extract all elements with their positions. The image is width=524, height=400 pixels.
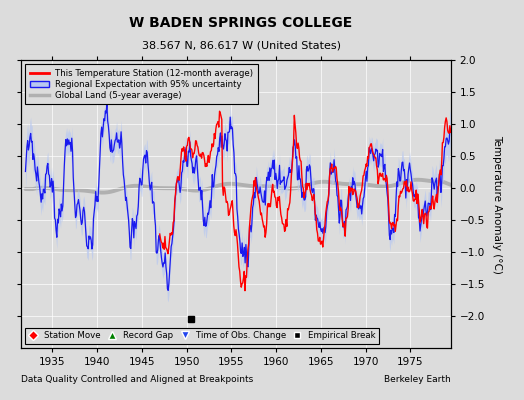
Legend: Station Move, Record Gap, Time of Obs. Change, Empirical Break: Station Move, Record Gap, Time of Obs. C…	[25, 328, 379, 344]
Text: Data Quality Controlled and Aligned at Breakpoints: Data Quality Controlled and Aligned at B…	[21, 375, 253, 384]
Text: W BADEN SPRINGS COLLEGE: W BADEN SPRINGS COLLEGE	[129, 16, 353, 30]
Text: Berkeley Earth: Berkeley Earth	[384, 375, 451, 384]
Text: 38.567 N, 86.617 W (United States): 38.567 N, 86.617 W (United States)	[141, 40, 341, 50]
Y-axis label: Temperature Anomaly (°C): Temperature Anomaly (°C)	[492, 134, 501, 274]
